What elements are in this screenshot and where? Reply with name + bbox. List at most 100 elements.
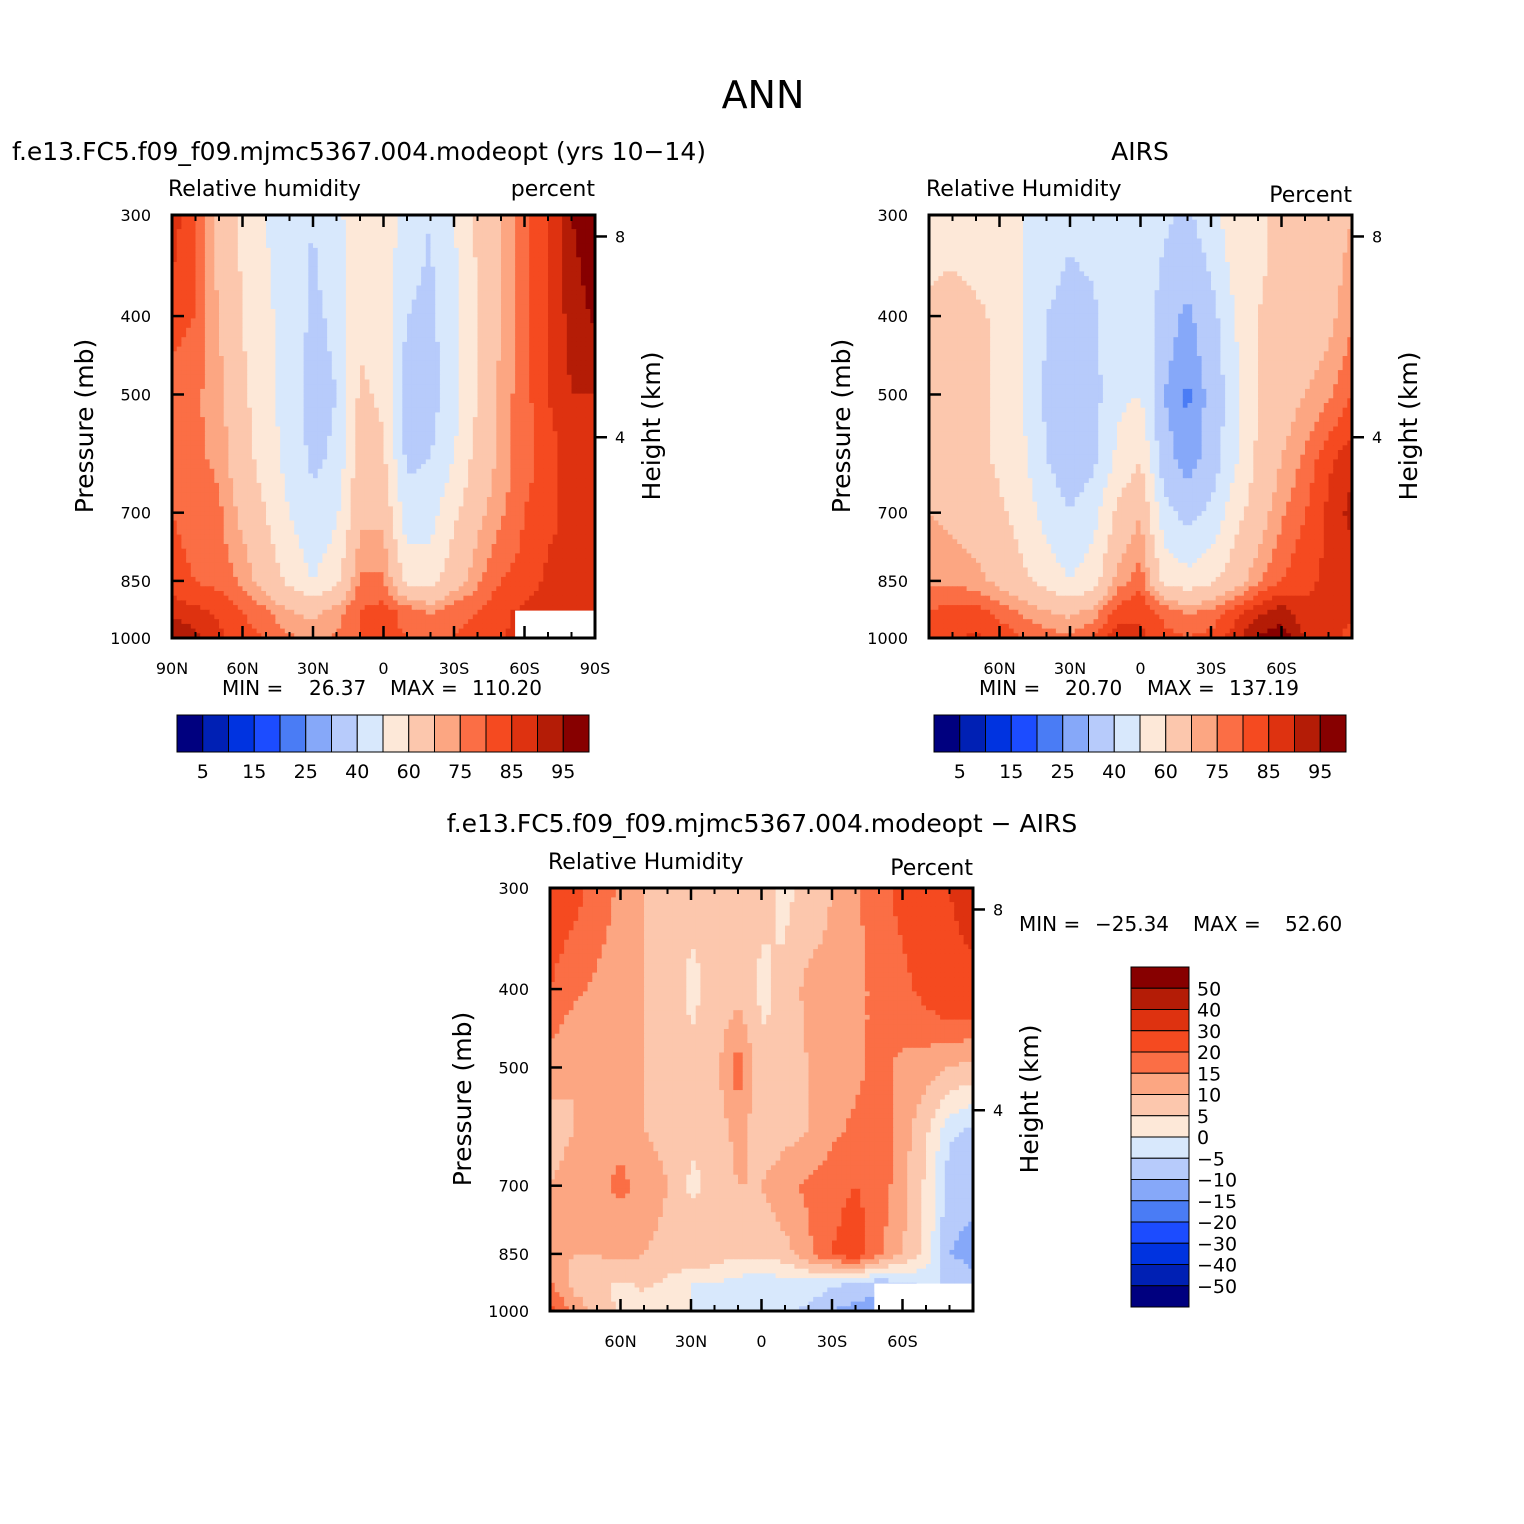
contour-cell	[256, 257, 262, 263]
contour-cell	[313, 280, 319, 287]
contour-cell	[519, 384, 526, 390]
contour-cell	[538, 450, 544, 456]
contour-cell	[284, 379, 291, 385]
contour-cell	[566, 431, 573, 437]
contour-cell	[247, 454, 253, 460]
contour-cell	[345, 407, 352, 413]
contour-cell	[533, 450, 540, 456]
contour-cell	[524, 435, 530, 442]
contour-cell	[195, 459, 201, 465]
contour-cell	[294, 403, 300, 409]
contour-cell	[510, 313, 516, 319]
contour-cell	[322, 393, 328, 399]
contour-cell	[247, 280, 253, 287]
contour-cell	[374, 219, 380, 225]
contour-cell	[388, 323, 394, 329]
contour-cell	[538, 285, 544, 291]
contour-cell	[491, 299, 497, 305]
contour-cell	[200, 290, 206, 296]
contour-cell	[266, 318, 272, 324]
contour-cell	[280, 327, 286, 334]
contour-cell	[280, 450, 286, 456]
contour-cell	[195, 417, 201, 423]
contour-cell	[345, 247, 352, 254]
contour-cell	[303, 407, 309, 413]
contour-cell	[566, 454, 573, 460]
contour-cell	[585, 388, 591, 395]
contour-cell	[223, 388, 229, 395]
contour-cell	[552, 280, 558, 287]
contour-cell	[510, 388, 516, 395]
contour-cell	[463, 417, 469, 423]
contour-cell	[505, 294, 511, 301]
contour-cell	[261, 374, 267, 381]
contour-cell	[360, 351, 366, 357]
contour-cell	[317, 332, 323, 338]
contour-cell	[237, 435, 244, 442]
contour-cell	[477, 229, 483, 235]
contour-cell	[576, 412, 582, 418]
contour-cell	[313, 337, 319, 343]
contour-cell	[172, 431, 178, 437]
contour-cell	[214, 435, 220, 442]
contour-cell	[524, 313, 530, 319]
contour-cell	[214, 407, 220, 413]
contour-cell	[407, 262, 413, 268]
contour-cell	[266, 356, 272, 362]
contour-cell	[200, 403, 206, 409]
contour-cell	[190, 304, 197, 310]
contour-cell	[533, 426, 540, 432]
contour-cell	[209, 327, 215, 334]
contour-cell	[548, 360, 554, 366]
contour-cell	[275, 412, 281, 418]
contour-cell	[228, 464, 234, 470]
contour-cell	[515, 370, 521, 376]
contour-cell	[364, 398, 370, 404]
contour-cell	[186, 309, 192, 315]
contour-cell	[566, 285, 573, 291]
contour-cell	[223, 299, 229, 305]
contour-cell	[228, 276, 234, 282]
contour-cell	[172, 229, 178, 235]
contour-cell	[430, 318, 436, 324]
contour-cell	[524, 309, 530, 315]
contour-cell	[251, 384, 258, 390]
contour-cell	[566, 379, 573, 385]
contour-cell	[350, 370, 356, 376]
contour-cell	[378, 356, 385, 362]
contour-cell	[496, 384, 502, 390]
contour-cell	[449, 464, 455, 470]
contour-cell	[233, 450, 239, 456]
contour-cell	[557, 403, 563, 409]
contour-cell	[261, 435, 267, 442]
contour-cell	[190, 266, 197, 272]
contour-cell	[402, 440, 408, 446]
contour-cell	[439, 299, 446, 305]
contour-cell	[519, 271, 526, 277]
contour-cell	[345, 341, 352, 348]
contour-cell	[533, 280, 540, 287]
contour-cell	[444, 332, 450, 338]
contour-cell	[317, 215, 323, 221]
contour-cell	[519, 299, 526, 305]
contour-cell	[242, 224, 248, 230]
contour-cell	[496, 459, 502, 465]
contour-cell	[491, 412, 497, 418]
contour-cell	[576, 403, 582, 409]
contour-cell	[491, 445, 497, 451]
contour-cell	[468, 229, 474, 235]
contour-cell	[397, 468, 403, 475]
contour-cell	[275, 304, 281, 310]
contour-cell	[477, 431, 483, 437]
contour-cell	[223, 421, 229, 428]
contour-cell	[360, 365, 366, 371]
contour-cell	[538, 257, 544, 263]
contour-cell	[284, 337, 291, 343]
contour-cell	[548, 384, 554, 390]
contour-cell	[270, 388, 276, 395]
contour-cell	[439, 370, 446, 376]
contour-cell	[566, 440, 573, 446]
contour-cell	[397, 464, 403, 470]
contour-cell	[411, 252, 417, 258]
contour-cell	[454, 431, 460, 437]
